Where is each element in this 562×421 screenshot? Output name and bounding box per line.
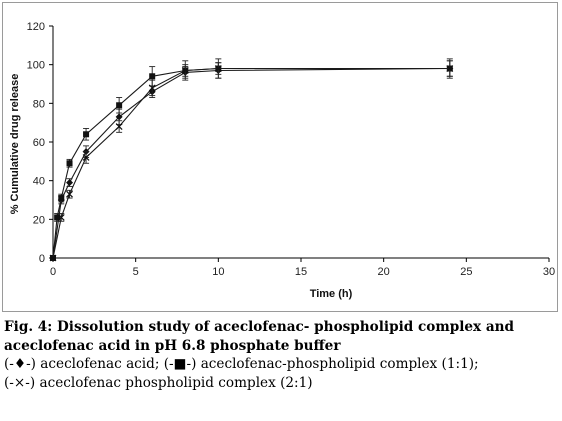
- caption-fig-label: Fig. 4: [4, 319, 48, 335]
- chart: 0 20 40 60 80 100 120 0 5 10 15 20 25 30 Time (h) % C…: [9, 21, 555, 300]
- series-line-3: [52, 67, 450, 259]
- x-tick-label: 10: [212, 266, 224, 278]
- data-point-square: [58, 195, 65, 202]
- data-point-diamond: [115, 113, 123, 121]
- figure-caption: Fig. 4: Dissolution study of aceclofenac…: [4, 318, 560, 392]
- caption-line1: : Dissolution study of aceclofenac- phos…: [47, 319, 515, 335]
- x-tick-label: 5: [133, 266, 139, 278]
- y-tick-label: 60: [33, 137, 45, 149]
- y-tick-label: 40: [33, 176, 45, 188]
- data-point-cross: [181, 67, 189, 74]
- chart-frame: 0 20 40 60 80 100 120 0 5 10 15 20 25 30 Time (h) % C…: [2, 2, 558, 312]
- series-line-1: [52, 67, 450, 259]
- x-axis-title: Time (h): [310, 288, 353, 300]
- data-point-square: [83, 131, 90, 138]
- x-tick-label: 0: [50, 266, 56, 278]
- series-line-2: [52, 67, 450, 259]
- caption-line3: (-♦-) aceclofenac acid; (-■-) aceclofena…: [4, 356, 479, 372]
- y-tick-label: 20: [33, 214, 45, 226]
- series-layer: [49, 58, 454, 262]
- y-tick-label: 80: [33, 98, 45, 110]
- data-point-cross: [57, 213, 65, 221]
- caption-line4: (-×-) aceclofenac phospholipid complex (…: [4, 374, 313, 391]
- y-tick-label: 0: [39, 253, 45, 265]
- data-point-cross: [214, 65, 222, 72]
- data-point-diamond: [66, 179, 74, 187]
- data-point-square: [116, 102, 123, 109]
- x-tick-label: 15: [295, 266, 307, 278]
- data-point-square: [54, 214, 61, 221]
- y-tick-label: 120: [27, 21, 45, 33]
- data-point-cross: [148, 84, 156, 92]
- data-point-cross: [49, 254, 57, 262]
- data-point-cross: [82, 154, 90, 161]
- axes: 0 20 40 60 80 100 120 0 5 10 15 20 25 30: [27, 21, 555, 278]
- data-point-square: [66, 160, 73, 167]
- y-tick-label: 100: [27, 60, 45, 72]
- x-tick-label: 25: [460, 266, 472, 278]
- x-tick-label: 30: [543, 266, 555, 278]
- data-point-cross: [115, 123, 123, 130]
- caption-line2: aceclofenac acid in pH 6.8 phosphate buf…: [4, 337, 341, 354]
- data-point-cross: [66, 190, 73, 198]
- y-axis-title: % Cumulative drug release: [9, 74, 21, 215]
- data-point-cross: [446, 65, 454, 72]
- x-tick-label: 20: [378, 266, 390, 278]
- data-point-square: [149, 73, 156, 80]
